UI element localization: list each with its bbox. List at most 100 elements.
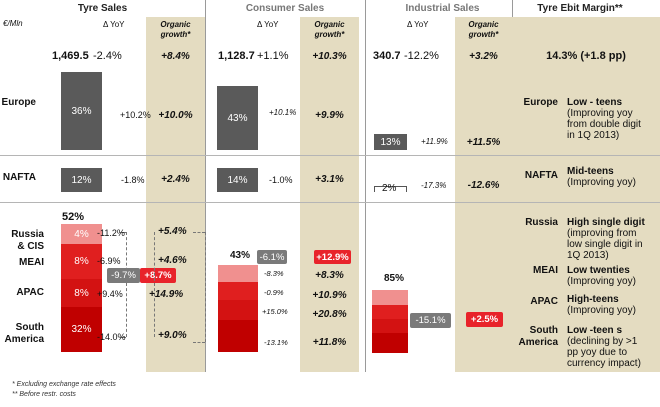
region-label-south-america: South America: [4, 322, 44, 345]
tyre-emerging-total-share: 52%: [62, 211, 85, 223]
margin-total: 14.3% (+1.8 pp): [546, 50, 626, 62]
tyre-apac-segment: 8%: [61, 279, 102, 307]
margin-europe: Low - teens (Improving yoy from double d…: [567, 97, 641, 141]
industrial-organic-header: Organic growth*: [468, 20, 499, 39]
consumer-nafta-bar: 14%: [217, 168, 258, 192]
margin-column: [512, 17, 660, 372]
footnote-restructuring: ** Before restr. costs: [12, 391, 76, 398]
tyre-total-value: 1,469.5: [52, 50, 89, 62]
margin-label-europe: Europe: [523, 97, 558, 108]
consumer-russia-yoy: -8.3%: [264, 269, 284, 278]
consumer-emerging-combined-organic: +12.9%: [314, 250, 351, 264]
row-divider-emerging: [0, 202, 660, 203]
industrial-total-yoy: -12.2%: [404, 50, 439, 62]
industrial-south-america-segment: [372, 333, 408, 353]
tyre-emerging-combined-yoy: -9.7%: [107, 268, 140, 283]
region-label-apac: APAC: [16, 287, 44, 298]
consumer-meai-yoy: -0.9%: [264, 288, 284, 297]
tyre-emerging-combined-organic: +8.7%: [140, 268, 176, 283]
tyre-sales-header: Tyre Sales: [77, 3, 128, 14]
consumer-apac-organic: +20.8%: [312, 309, 347, 320]
consumer-emerging-bracket: [205, 232, 206, 342]
industrial-apac-segment: [372, 319, 408, 333]
consumer-total-value: 1,128.7: [218, 50, 255, 62]
tyre-organic-header: Organic growth*: [160, 20, 191, 39]
tyre-south-america-segment: 32%: [61, 307, 102, 352]
tyre-organic-column: [146, 17, 205, 372]
consumer-emerging-combined-yoy: -6.1%: [257, 250, 287, 264]
margin-russia: High single digit (improving from low si…: [567, 217, 645, 261]
tyre-europe-yoy: +10.2%: [120, 110, 151, 120]
consumer-dyoy-label: Δ YoY: [257, 20, 279, 29]
margin-label-meai: MEAI: [533, 265, 558, 276]
industrial-europe-organic: +11.5%: [466, 137, 501, 148]
region-label-russia: Russia & CIS: [11, 229, 44, 252]
consumer-south-america-segment: [218, 320, 258, 352]
consumer-europe-bar: 43%: [217, 86, 258, 150]
tyre-dyoy-label: Δ YoY: [103, 20, 125, 29]
industrial-nafta-share: 2%: [382, 183, 397, 194]
tyre-emerging-bracket: [126, 232, 127, 337]
industrial-europe-bar: 13%: [374, 134, 407, 150]
tyre-russia-segment: 4%: [61, 224, 102, 244]
tyre-nafta-yoy: -1.8%: [121, 175, 145, 185]
consumer-nafta-yoy: -1.0%: [269, 175, 293, 185]
tyre-meai-organic: +4.6%: [158, 255, 187, 266]
consumer-nafta-organic: +3.1%: [315, 174, 344, 185]
ebit-margin-header: Tyre Ebit Margin**: [537, 3, 623, 14]
consumer-south-america-yoy: -13.1%: [264, 338, 288, 347]
industrial-emerging-combined-yoy: -15.1%: [410, 313, 451, 328]
consumer-total-yoy: +1.1%: [257, 50, 289, 62]
consumer-sales-header: Consumer Sales: [245, 3, 325, 14]
divider-industrial: [365, 0, 366, 372]
region-label-meai: MEAI: [19, 257, 44, 268]
footnote-exchange-rate: * Excluding exchange rate effects: [12, 381, 116, 388]
industrial-emerging-total-share: 85%: [384, 273, 405, 284]
margin-label-apac: APAC: [530, 296, 558, 307]
industrial-nafta-yoy: -17.3%: [421, 181, 447, 190]
divider-consumer: [205, 0, 206, 372]
tyre-total-yoy: -2.4%: [93, 50, 122, 62]
consumer-apac-yoy: +15.0%: [262, 307, 288, 316]
tyre-apac-organic: +14.9%: [149, 289, 184, 300]
region-label-europe: Europe: [1, 97, 36, 108]
margin-south-america: Low -teen s (declining by >1 pp yoy due …: [567, 325, 641, 369]
consumer-apac-segment: [218, 300, 258, 320]
tyre-meai-segment: 8%: [61, 244, 102, 279]
consumer-emerging-total-share: 43%: [230, 250, 251, 261]
consumer-europe-organic: +9.9%: [315, 110, 344, 121]
tyre-south-america-organic: +9.0%: [158, 330, 187, 341]
tyre-europe-bar: 36%: [61, 72, 102, 150]
consumer-total-organic: +10.3%: [312, 51, 347, 62]
consumer-meai-organic: +10.9%: [312, 290, 347, 301]
consumer-organic-column: [300, 17, 359, 372]
consumer-south-america-organic: +11.8%: [312, 337, 347, 348]
industrial-emerging-combined-organic: +2.5%: [466, 312, 503, 327]
row-divider-nafta: [0, 155, 660, 156]
margin-label-nafta: NAFTA: [524, 170, 558, 181]
tyre-russia-organic: +5.4%: [158, 226, 187, 237]
consumer-organic-header: Organic growth*: [314, 20, 345, 39]
industrial-meai-segment: [372, 305, 408, 319]
tyre-nafta-organic: +2.4%: [161, 174, 190, 185]
industrial-sales-header: Industrial Sales: [405, 3, 480, 14]
industrial-dyoy-label: Δ YoY: [407, 20, 429, 29]
tyre-south-america-yoy: -14.0%: [97, 332, 126, 342]
margin-nafta: Mid-teens (Improving yoy): [567, 166, 636, 188]
tyre-apac-yoy: +9.4%: [97, 289, 123, 299]
unit-label: €/Mln: [3, 19, 23, 28]
industrial-russia-segment: [372, 290, 408, 305]
tyre-meai-yoy: -6.9%: [97, 256, 121, 266]
consumer-russia-segment: [218, 265, 258, 282]
consumer-europe-yoy: +10.1%: [269, 108, 297, 117]
industrial-total-organic: +3.2%: [469, 51, 498, 62]
tyre-organic-bracket: [154, 232, 155, 337]
margin-label-russia: Russia: [525, 217, 558, 228]
consumer-russia-organic: +8.3%: [315, 270, 344, 281]
margin-apac: High-teens (Improving yoy): [567, 294, 636, 316]
industrial-europe-yoy: +11.9%: [421, 137, 448, 146]
tyre-total-organic: +8.4%: [161, 51, 190, 62]
industrial-total-value: 340.7: [373, 50, 401, 62]
industrial-nafta-organic: -12.6%: [467, 180, 500, 191]
tyre-nafta-bar: 12%: [61, 168, 102, 192]
